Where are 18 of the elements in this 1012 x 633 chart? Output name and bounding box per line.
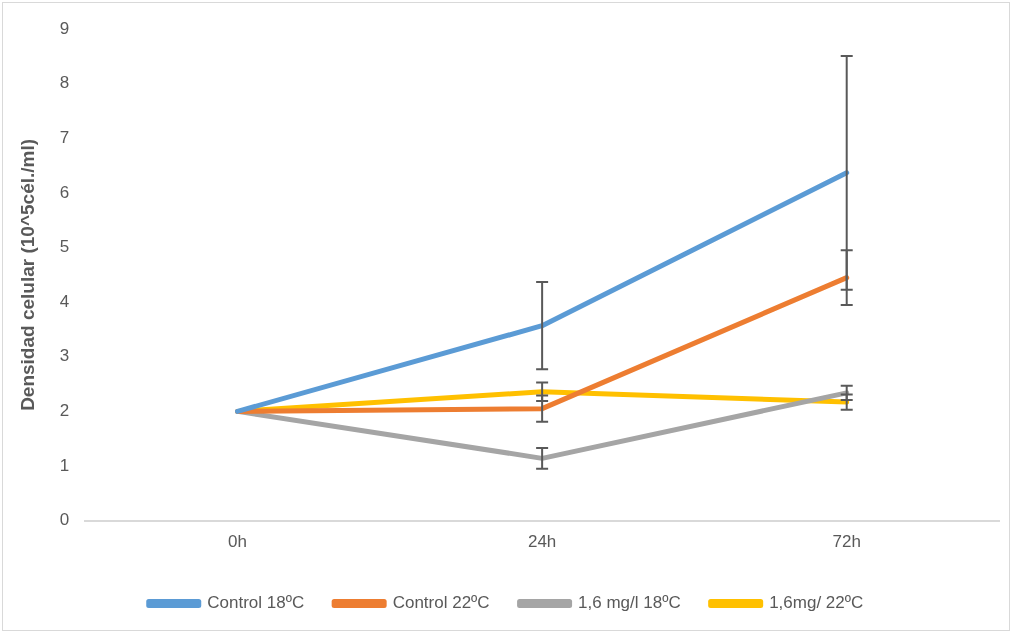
- y-tick-label: 5: [59, 237, 70, 257]
- y-tick-label: 3: [59, 346, 70, 366]
- legend-label: 1,6mg/ 22ºC: [769, 593, 864, 613]
- y-tick-label: 9: [59, 18, 70, 38]
- y-tick-label: 4: [59, 291, 70, 311]
- x-tick-label: 72h: [832, 532, 861, 552]
- y-tick-label: 6: [59, 182, 70, 202]
- legend-label: Control 22ºC: [392, 593, 490, 613]
- y-axis-title: Densidad celular (10^5cél./ml): [16, 138, 38, 411]
- y-tick-label: 1: [59, 455, 70, 475]
- y-tick-label: 8: [59, 73, 70, 93]
- x-tick-label: 0h: [228, 532, 248, 552]
- x-tick-label: 24h: [527, 532, 557, 552]
- legend-label: 1,6 mg/l 18ºC: [578, 593, 681, 613]
- y-tick-label: 2: [59, 401, 70, 421]
- legend-label: Control 18ºC: [207, 593, 305, 613]
- y-tick-label: 7: [59, 128, 70, 148]
- y-tick-label: 0: [59, 510, 70, 530]
